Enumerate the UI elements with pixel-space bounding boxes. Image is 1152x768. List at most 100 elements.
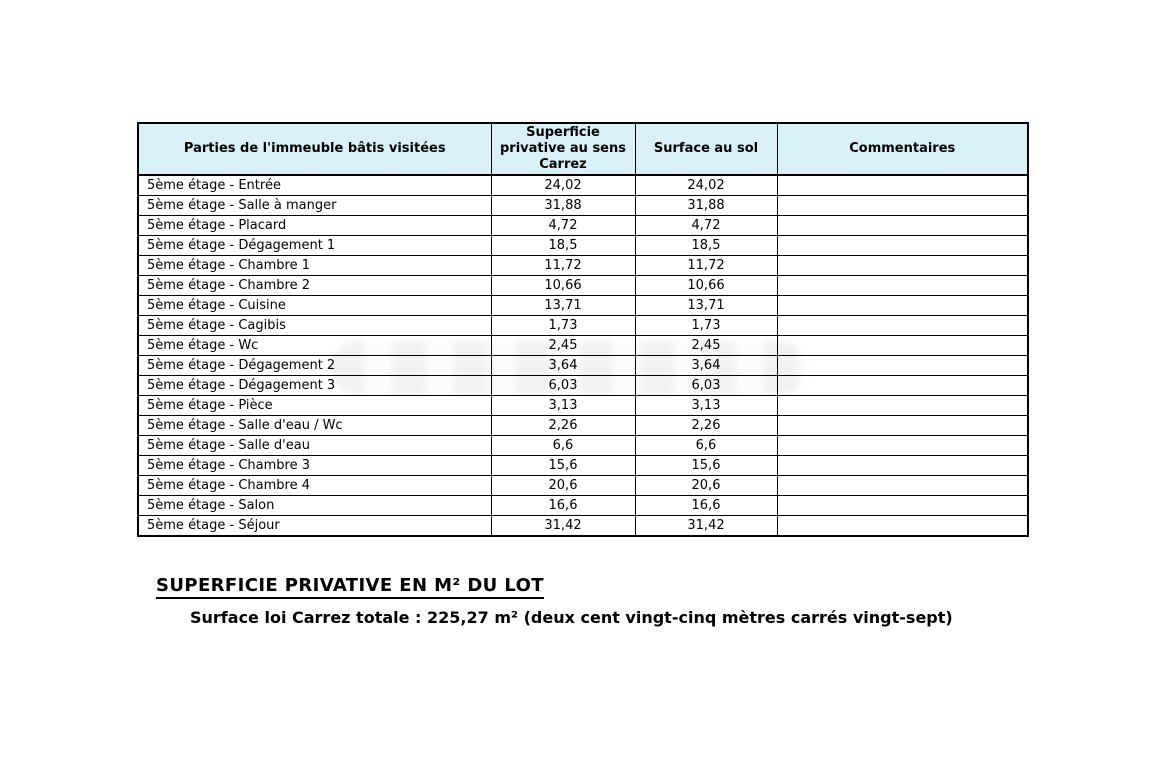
summary-title: SUPERFICIE PRIVATIVE EN M² DU LOT: [156, 575, 544, 599]
cell-partie: 5ème étage - Cuisine: [137, 295, 492, 316]
cell-superficie-carrez: 1,73: [490, 315, 636, 336]
cell-superficie-carrez: 18,5: [490, 235, 636, 256]
surface-table: Parties de l'immeuble bâtis visitées Sup…: [137, 122, 1029, 537]
cell-superficie-carrez: 6,03: [490, 375, 636, 396]
cell-commentaire: [776, 215, 1029, 236]
cell-partie: 5ème étage - Placard: [137, 215, 492, 236]
cell-partie: 5ème étage - Séjour: [137, 515, 492, 537]
table-row: 5ème étage - Cuisine 13,71 13,71: [137, 295, 1029, 316]
cell-partie: 5ème étage - Dégagement 1: [137, 235, 492, 256]
cell-surface-sol: 16,6: [634, 495, 778, 516]
table-row: 5ème étage - Placard 4,72 4,72: [137, 215, 1029, 236]
cell-partie: 5ème étage - Wc: [137, 335, 492, 356]
cell-surface-sol: 4,72: [634, 215, 778, 236]
cell-commentaire: [776, 195, 1029, 216]
cell-partie: 5ème étage - Chambre 1: [137, 255, 492, 276]
table-row: 5ème étage - Salle d'eau / Wc 2,26 2,26: [137, 415, 1029, 436]
cell-surface-sol: 20,6: [634, 475, 778, 496]
cell-superficie-carrez: 20,6: [490, 475, 636, 496]
table-body: 5ème étage - Entrée 24,02 24,02 5ème étage …: [137, 174, 1029, 537]
cell-commentaire: [776, 295, 1029, 316]
cell-commentaire: [776, 355, 1029, 376]
summary-total-line: Surface loi Carrez totale : 225,27 m² (d…: [190, 608, 953, 627]
cell-surface-sol: 31,42: [634, 515, 778, 537]
cell-commentaire: [776, 415, 1029, 436]
cell-surface-sol: 3,13: [634, 395, 778, 416]
cell-partie: 5ème étage - Dégagement 3: [137, 375, 492, 396]
table-header: Parties de l'immeuble bâtis visitées Sup…: [137, 122, 1029, 176]
cell-superficie-carrez: 2,45: [490, 335, 636, 356]
cell-superficie-carrez: 3,64: [490, 355, 636, 376]
cell-commentaire: [776, 495, 1029, 516]
cell-superficie-carrez: 6,6: [490, 435, 636, 456]
table-row: 5ème étage - Séjour 31,42 31,42: [137, 515, 1029, 537]
cell-surface-sol: 11,72: [634, 255, 778, 276]
cell-partie: 5ème étage - Salle d'eau / Wc: [137, 415, 492, 436]
cell-surface-sol: 24,02: [634, 174, 778, 196]
header-row: Parties de l'immeuble bâtis visitées Sup…: [137, 122, 1029, 176]
cell-commentaire: [776, 395, 1029, 416]
cell-partie: 5ème étage - Chambre 3: [137, 455, 492, 476]
cell-commentaire: [776, 174, 1029, 196]
table-row: 5ème étage - Cagibis 1,73 1,73: [137, 315, 1029, 336]
cell-surface-sol: 15,6: [634, 455, 778, 476]
cell-superficie-carrez: 10,66: [490, 275, 636, 296]
cell-commentaire: [776, 235, 1029, 256]
cell-partie: 5ème étage - Dégagement 2: [137, 355, 492, 376]
cell-commentaire: [776, 335, 1029, 356]
table-row: 5ème étage - Chambre 4 20,6 20,6: [137, 475, 1029, 496]
cell-partie: 5ème étage - Salle d'eau: [137, 435, 492, 456]
table-row: 5ème étage - Salle à manger 31,88 31,88: [137, 195, 1029, 216]
cell-surface-sol: 31,88: [634, 195, 778, 216]
cell-commentaire: [776, 455, 1029, 476]
cell-superficie-carrez: 13,71: [490, 295, 636, 316]
cell-superficie-carrez: 4,72: [490, 215, 636, 236]
cell-superficie-carrez: 2,26: [490, 415, 636, 436]
header-parties: Parties de l'immeuble bâtis visitées: [137, 122, 492, 176]
cell-partie: 5ème étage - Salon: [137, 495, 492, 516]
cell-commentaire: [776, 275, 1029, 296]
cell-partie: 5ème étage - Salle à manger: [137, 195, 492, 216]
surface-table-container: Parties de l'immeuble bâtis visitées Sup…: [137, 122, 1029, 537]
cell-superficie-carrez: 11,72: [490, 255, 636, 276]
table-row: 5ème étage - Pièce 3,13 3,13: [137, 395, 1029, 416]
cell-surface-sol: 1,73: [634, 315, 778, 336]
table-row: 5ème étage - Chambre 1 11,72 11,72: [137, 255, 1029, 276]
table-row: 5ème étage - Salon 16,6 16,6: [137, 495, 1029, 516]
cell-commentaire: [776, 255, 1029, 276]
cell-surface-sol: 18,5: [634, 235, 778, 256]
cell-superficie-carrez: 3,13: [490, 395, 636, 416]
cell-partie: 5ème étage - Pièce: [137, 395, 492, 416]
table-row: 5ème étage - Entrée 24,02 24,02: [137, 174, 1029, 196]
cell-surface-sol: 2,45: [634, 335, 778, 356]
cell-commentaire: [776, 515, 1029, 537]
cell-commentaire: [776, 435, 1029, 456]
cell-surface-sol: 2,26: [634, 415, 778, 436]
cell-superficie-carrez: 31,42: [490, 515, 636, 537]
cell-surface-sol: 10,66: [634, 275, 778, 296]
table-row: 5ème étage - Wc 2,45 2,45: [137, 335, 1029, 356]
cell-commentaire: [776, 315, 1029, 336]
header-superficie-carrez: Superficie privative au sens Carrez: [490, 122, 636, 176]
cell-partie: 5ème étage - Chambre 4: [137, 475, 492, 496]
header-surface-sol: Surface au sol: [634, 122, 778, 176]
cell-commentaire: [776, 475, 1029, 496]
cell-commentaire: [776, 375, 1029, 396]
cell-partie: 5ème étage - Chambre 2: [137, 275, 492, 296]
cell-surface-sol: 3,64: [634, 355, 778, 376]
cell-surface-sol: 6,03: [634, 375, 778, 396]
cell-superficie-carrez: 31,88: [490, 195, 636, 216]
cell-partie: 5ème étage - Entrée: [137, 174, 492, 196]
cell-superficie-carrez: 24,02: [490, 174, 636, 196]
table-row: 5ème étage - Dégagement 3 6,03 6,03: [137, 375, 1029, 396]
table-row: 5ème étage - Dégagement 2 3,64 3,64: [137, 355, 1029, 376]
cell-surface-sol: 6,6: [634, 435, 778, 456]
table-row: 5ème étage - Chambre 2 10,66 10,66: [137, 275, 1029, 296]
header-commentaires: Commentaires: [776, 122, 1029, 176]
cell-superficie-carrez: 15,6: [490, 455, 636, 476]
cell-superficie-carrez: 16,6: [490, 495, 636, 516]
table-row: 5ème étage - Dégagement 1 18,5 18,5: [137, 235, 1029, 256]
table-row: 5ème étage - Chambre 3 15,6 15,6: [137, 455, 1029, 476]
cell-partie: 5ème étage - Cagibis: [137, 315, 492, 336]
